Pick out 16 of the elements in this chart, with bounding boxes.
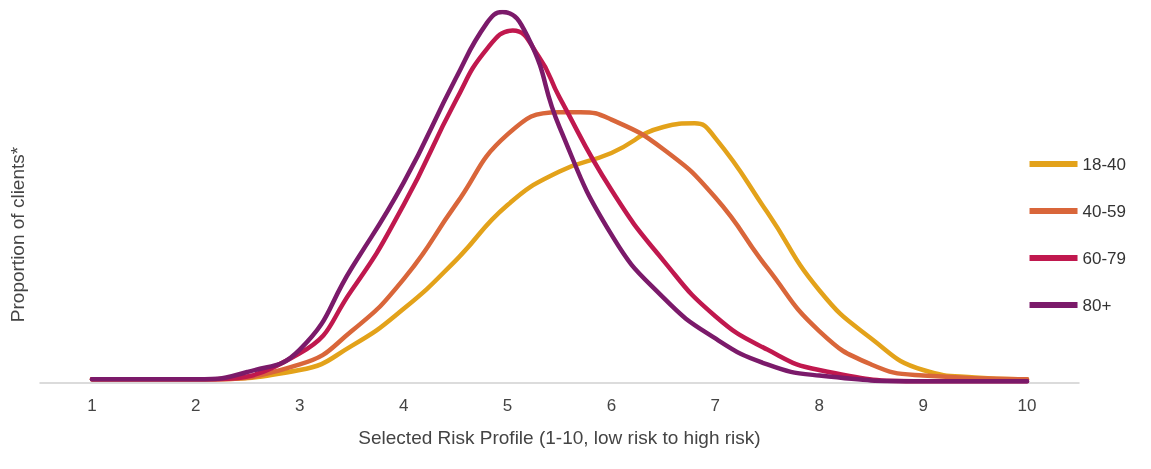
x-tick-label: 6: [606, 396, 617, 415]
y-axis-title: Proportion of clients*: [7, 146, 28, 323]
x-tick-label: 8: [814, 396, 824, 415]
legend-label: 18-40: [1082, 154, 1126, 174]
x-tick-label: 7: [710, 396, 721, 415]
legend-label: 80+: [1082, 295, 1112, 315]
legend-label: 40-59: [1082, 201, 1126, 221]
x-tick-label: 10: [1017, 396, 1037, 415]
legend-label: 60-79: [1082, 248, 1126, 268]
x-tick-label: 2: [191, 396, 201, 415]
x-tick-label: 3: [295, 396, 305, 415]
x-tick-label: 4: [398, 396, 409, 415]
x-axis-title: Selected Risk Profile (1-10, low risk to high risk): [358, 427, 761, 448]
x-tick-label: 5: [502, 396, 513, 415]
x-tick-label: 9: [918, 396, 928, 415]
x-tick-label: 1: [87, 396, 97, 415]
